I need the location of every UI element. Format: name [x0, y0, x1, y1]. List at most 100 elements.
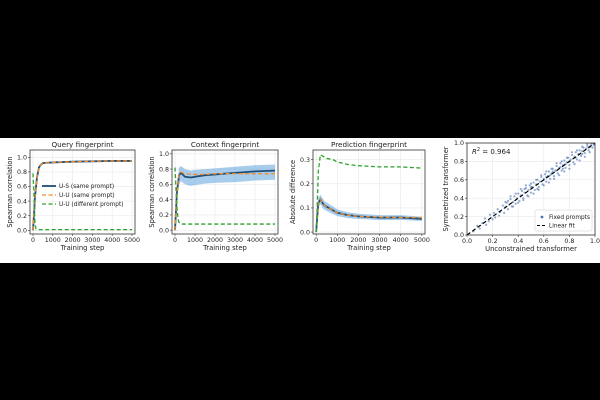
scatter-point	[532, 192, 535, 195]
scatter-point	[487, 220, 490, 223]
scatter-point	[523, 187, 526, 191]
y-tick-label: 0.6	[159, 182, 169, 189]
scatter-point	[547, 170, 551, 173]
y-tick-label: 0.0	[300, 229, 310, 236]
scatter-point	[494, 216, 497, 219]
x-tick-label: 2000	[350, 237, 366, 244]
r-value: = 0.964	[480, 148, 511, 156]
x-tick-label: 0.2	[488, 238, 498, 245]
scatter-point	[568, 167, 571, 170]
y-tick-label: 0.0	[159, 227, 169, 234]
x-tick-label: 0	[173, 237, 177, 244]
legend-label: Fixed prompts	[549, 215, 590, 221]
y-axis-label: Absolute difference	[289, 160, 297, 224]
scatter-point	[583, 152, 586, 155]
figure: 0 1000 2000 3000 4000 5000 0.0 0.2 0.4 0.6 0.8 1.0 Q…	[0, 138, 600, 263]
x-tick-label: 1000	[45, 237, 61, 244]
scatter-point	[545, 170, 548, 173]
x-axis-label: Unconstrained transformer	[485, 245, 577, 253]
x-tick-label: 0.0	[462, 238, 472, 245]
y-tick-label: 0.0	[454, 232, 464, 239]
y-tick-label: 0.2	[159, 212, 169, 219]
x-tick-label: 0.4	[513, 238, 523, 245]
confidence-band	[316, 194, 422, 233]
y-tick-label: 0.3	[300, 157, 310, 164]
chart-title: Prediction fingerprint	[331, 140, 407, 149]
y-tick-label: 0.2	[300, 181, 310, 188]
scatter-point	[588, 151, 591, 154]
scatter-point	[549, 177, 552, 180]
scatter-point	[511, 205, 515, 208]
scatter-point	[552, 177, 556, 180]
scatter-point	[547, 181, 551, 184]
plot-area	[467, 143, 595, 235]
x-tick-label: 5000	[267, 237, 283, 244]
plot-area	[315, 153, 422, 233]
scatter-point	[578, 149, 581, 152]
scatter-point	[533, 188, 536, 192]
y-tick-label: 0.6	[17, 184, 27, 191]
scatter-point	[543, 173, 547, 176]
y-tick-label: 0.4	[17, 198, 27, 205]
x-tick-label: 1000	[187, 237, 203, 244]
scatter-point	[586, 144, 589, 147]
scatter-point	[519, 187, 522, 191]
scatter-point	[563, 159, 566, 162]
x-tick-label: 0.6	[539, 238, 549, 245]
y-tick-label: 0.8	[159, 166, 169, 173]
scatter-point	[552, 175, 556, 178]
y-tick-label: 0.8	[454, 159, 464, 166]
scatter-point	[503, 211, 506, 215]
x-tick-label: 4000	[104, 237, 120, 244]
y-tick-label: 1.0	[454, 140, 464, 147]
scatter-point	[542, 184, 545, 187]
scatter-point	[527, 195, 530, 198]
x-tick-label: 3000	[372, 237, 388, 244]
scatter-point	[575, 149, 579, 152]
y-tick-label: 0.4	[159, 197, 169, 204]
scatter-point	[564, 166, 567, 169]
scatter-point	[560, 160, 563, 163]
scatter-point	[529, 186, 533, 189]
scatter-point	[476, 224, 479, 227]
x-tick-label: 0	[31, 237, 35, 244]
scatter-point	[513, 195, 516, 198]
scatter-point	[565, 156, 568, 159]
series-line-2	[174, 167, 275, 225]
scatter-point	[583, 155, 586, 158]
scatter-point	[579, 154, 583, 157]
scatter-point	[581, 152, 584, 156]
r-symbol: R	[472, 148, 477, 156]
scatter-point	[529, 191, 533, 194]
scatter-point	[592, 143, 595, 146]
scatter-point	[514, 202, 517, 205]
scatter-point	[537, 186, 540, 189]
scatter-point	[559, 165, 562, 169]
scatter-point	[522, 197, 525, 200]
series-line-2	[315, 153, 422, 233]
scatter-point	[586, 143, 589, 146]
scatter-point	[563, 170, 566, 173]
scatter-point	[560, 169, 563, 172]
scatter-point	[556, 172, 559, 175]
scatter-point	[551, 170, 554, 173]
series-line-1	[174, 171, 275, 231]
scatter-point	[506, 208, 510, 211]
context-fingerprint-panel: 0 1000 2000 3000 4000 5000 0.0 0.2 0.4 0.6 0.8 1.0 C…	[148, 140, 283, 252]
scatter-point	[581, 150, 584, 153]
scatter-point	[568, 163, 571, 167]
y-tick-label: 0.2	[454, 214, 464, 221]
scatter-point	[591, 146, 594, 149]
x-axis-label: Training step	[60, 244, 105, 252]
y-axis-label: Spearman correlation	[148, 156, 156, 227]
scatter-point	[561, 167, 565, 170]
scatter-panel: 0.0 0.2 0.4 0.6 0.8 1.0 0.0 0.2 0.4 0.6 0.8 1.0 Unco…	[442, 140, 600, 253]
scatter-point	[555, 164, 558, 168]
y-axis-label: Symmetrized transformer	[442, 146, 450, 231]
x-tick-label: 4000	[393, 237, 409, 244]
axes-frame	[466, 142, 596, 236]
scatter-point	[509, 195, 512, 198]
series-line-1	[315, 198, 422, 233]
chart-title: Query fingerprint	[51, 140, 113, 149]
scatter-point	[570, 151, 574, 154]
